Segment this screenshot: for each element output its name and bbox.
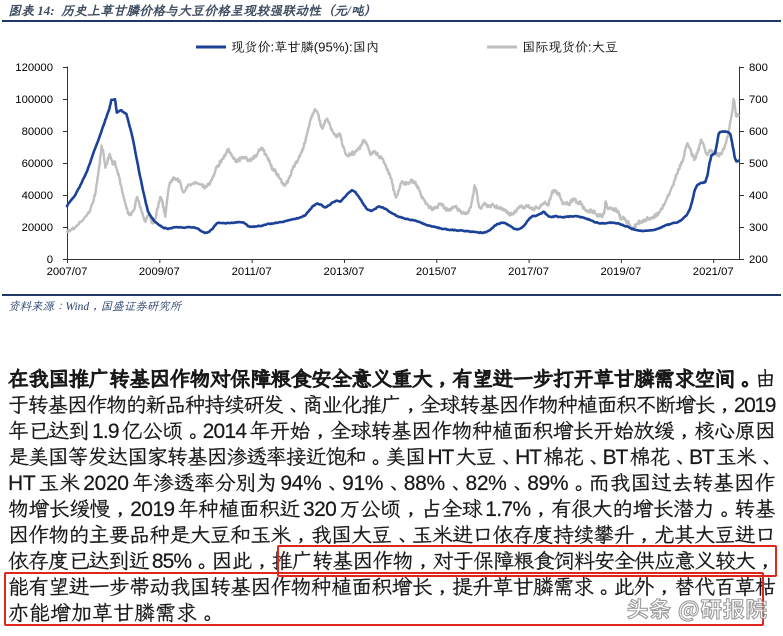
body-line-1: 在我国推广转基因作物对保障粮食安全意义重大，有望进一步打开草甘膦需求空间。由 <box>8 367 776 391</box>
data-source-note: 资料来源：Wind，国盛证券研究所 <box>8 300 182 313</box>
watermark: 头条 @研报院 <box>626 593 768 624</box>
yr-tick: 700 <box>749 94 768 106</box>
chart-legend: 现货价:草甘膦(95%):国内 国际现货价:大豆 <box>196 40 618 55</box>
yl-tick: 20000 <box>22 222 53 234</box>
body-line-3: 年已达到 1.9 亿公顷。2014 年开始，全球转基因作物种植面积增长开始放缓，… <box>8 419 776 443</box>
x-tick: 2019/07 <box>600 266 641 278</box>
x-tick: 2015/07 <box>416 266 457 278</box>
series-glyphosate <box>65 98 740 235</box>
yr-tick: 200 <box>749 254 768 266</box>
top-rule <box>2 19 781 23</box>
x-tick: 2017/07 <box>508 266 549 278</box>
body-line-9: 能有望进一步带动我国转基因作物种植面积增长，提升草甘膦需求。此外，替代百草枯 <box>8 576 776 600</box>
yl-tick: 100000 <box>15 94 53 106</box>
body-line-4: 是美国等发达国家转基因渗透率接近饱和。美国 HT 大豆、HT 棉花、BT 棉花、… <box>8 445 777 469</box>
body-line-6: 物增长缓慢，2019 年种植面积近 320 万公顷，占全球 1.7%，有很大的增… <box>8 497 776 521</box>
body-line-2: 于转基因作物的新品种持续研发、商业化推广，全球转基因作物种植面积不断增长，201… <box>8 393 777 417</box>
yl-tick: 0 <box>47 254 53 266</box>
yr-tick: 300 <box>749 222 768 234</box>
price-line-chart: 现货价:草甘膦(95%):国内 国际现货价:大豆 0 20000 40000 60000 8… <box>15 40 768 279</box>
body-paragraph: 在我国推广转基因作物对保障粮食安全意义重大，有望进一步打开草甘膦需求空间。由 于转… <box>8 367 777 628</box>
body-line-10: 亦能增加草甘膦需求。 <box>8 602 218 626</box>
legend-label-0: 现货价:草甘膦(95%):国内 <box>231 40 379 55</box>
x-tick: 2009/07 <box>139 266 180 278</box>
yl-tick: 120000 <box>15 62 53 74</box>
figure-caption: 图表 14: 历史上草甘膦价格与大豆价格呈现较强联动性（元/吨） <box>8 3 377 18</box>
yr-tick: 800 <box>749 62 768 74</box>
x-tick: 2013/07 <box>324 266 365 278</box>
yr-tick: 500 <box>749 158 768 170</box>
yr-tick: 400 <box>749 190 768 202</box>
legend-label-1: 国际现货价:大豆 <box>522 40 618 55</box>
x-tick: 2011/07 <box>232 266 272 278</box>
body-line-8: 依存度已达到近 85%。因此，推广转基因作物，对于保障粮食饲料安全供应意义较大， <box>8 550 776 574</box>
axis-tick-labels: 0 20000 40000 60000 80000 100000 120000 200 300 4… <box>15 62 768 278</box>
bottom-rule <box>2 293 781 297</box>
body-line-7: 因作物的主要品种是大豆和玉米，我国大豆、玉米进口依存度持续攀升，尤其大豆进口 <box>8 524 776 548</box>
x-tick: 2007/07 <box>47 266 88 278</box>
yl-tick: 40000 <box>22 190 53 202</box>
series-soybean <box>65 97 740 234</box>
body-line-5: HT 玉米 2020 年渗透率分别为 94%、91%、88%、82%、89%。而… <box>8 471 776 495</box>
yl-tick: 60000 <box>22 158 53 170</box>
chart-axes <box>63 66 744 263</box>
yr-tick: 600 <box>749 126 768 138</box>
yl-tick: 80000 <box>22 126 53 138</box>
x-tick: 2021/07 <box>693 266 734 278</box>
